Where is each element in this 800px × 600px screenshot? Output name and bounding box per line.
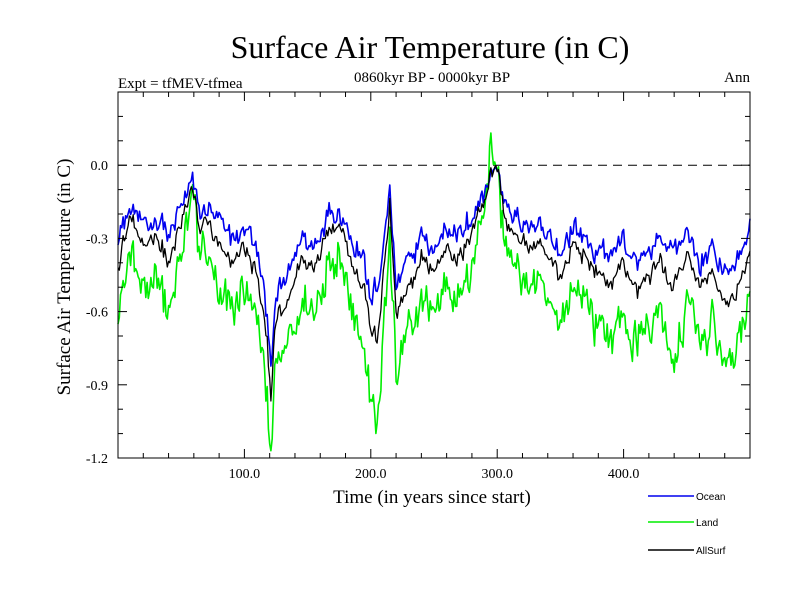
season-label: Ann — [724, 70, 750, 86]
legend-label-ocean: Ocean — [696, 492, 725, 503]
x-tick-label: 100.0 — [229, 467, 261, 482]
series-line-ocean — [117, 167, 751, 367]
legend: Ocean Land AllSurf — [648, 492, 726, 557]
x-tick-label: 400.0 — [608, 467, 640, 482]
y-tick-label: -0.6 — [86, 306, 108, 321]
series-layer — [117, 132, 751, 452]
x-tick-label: 300.0 — [481, 467, 513, 482]
y-tick-label: -0.9 — [86, 379, 108, 394]
y-tick-label: 0.0 — [91, 159, 109, 174]
y-tick-label: -1.2 — [86, 452, 108, 467]
y-axis-label: Surface Air Temperature (in C) — [54, 159, 75, 396]
legend-label-land: Land — [696, 518, 718, 529]
chart-subtitle: 0860kyr BP - 0000kyr BP — [354, 70, 510, 86]
legend-label-allsurf: AllSurf — [696, 546, 726, 557]
x-tick-label: 200.0 — [355, 467, 387, 482]
y-tick-label: -0.3 — [86, 232, 108, 247]
experiment-label: Expt = tfMEV-tfmea — [118, 76, 243, 92]
x-axis-label: Time (in years since start) — [333, 487, 531, 508]
series-line-land — [117, 132, 751, 452]
chart-title: Surface Air Temperature (in C) — [231, 29, 630, 65]
series-line-allsurf — [117, 164, 751, 402]
axes-layer: 100.0 200.0 300.0 400.0 -1.2 -0.9 -0.6 -0.3 0.0 — [86, 91, 751, 482]
plot-frame — [117, 91, 751, 459]
